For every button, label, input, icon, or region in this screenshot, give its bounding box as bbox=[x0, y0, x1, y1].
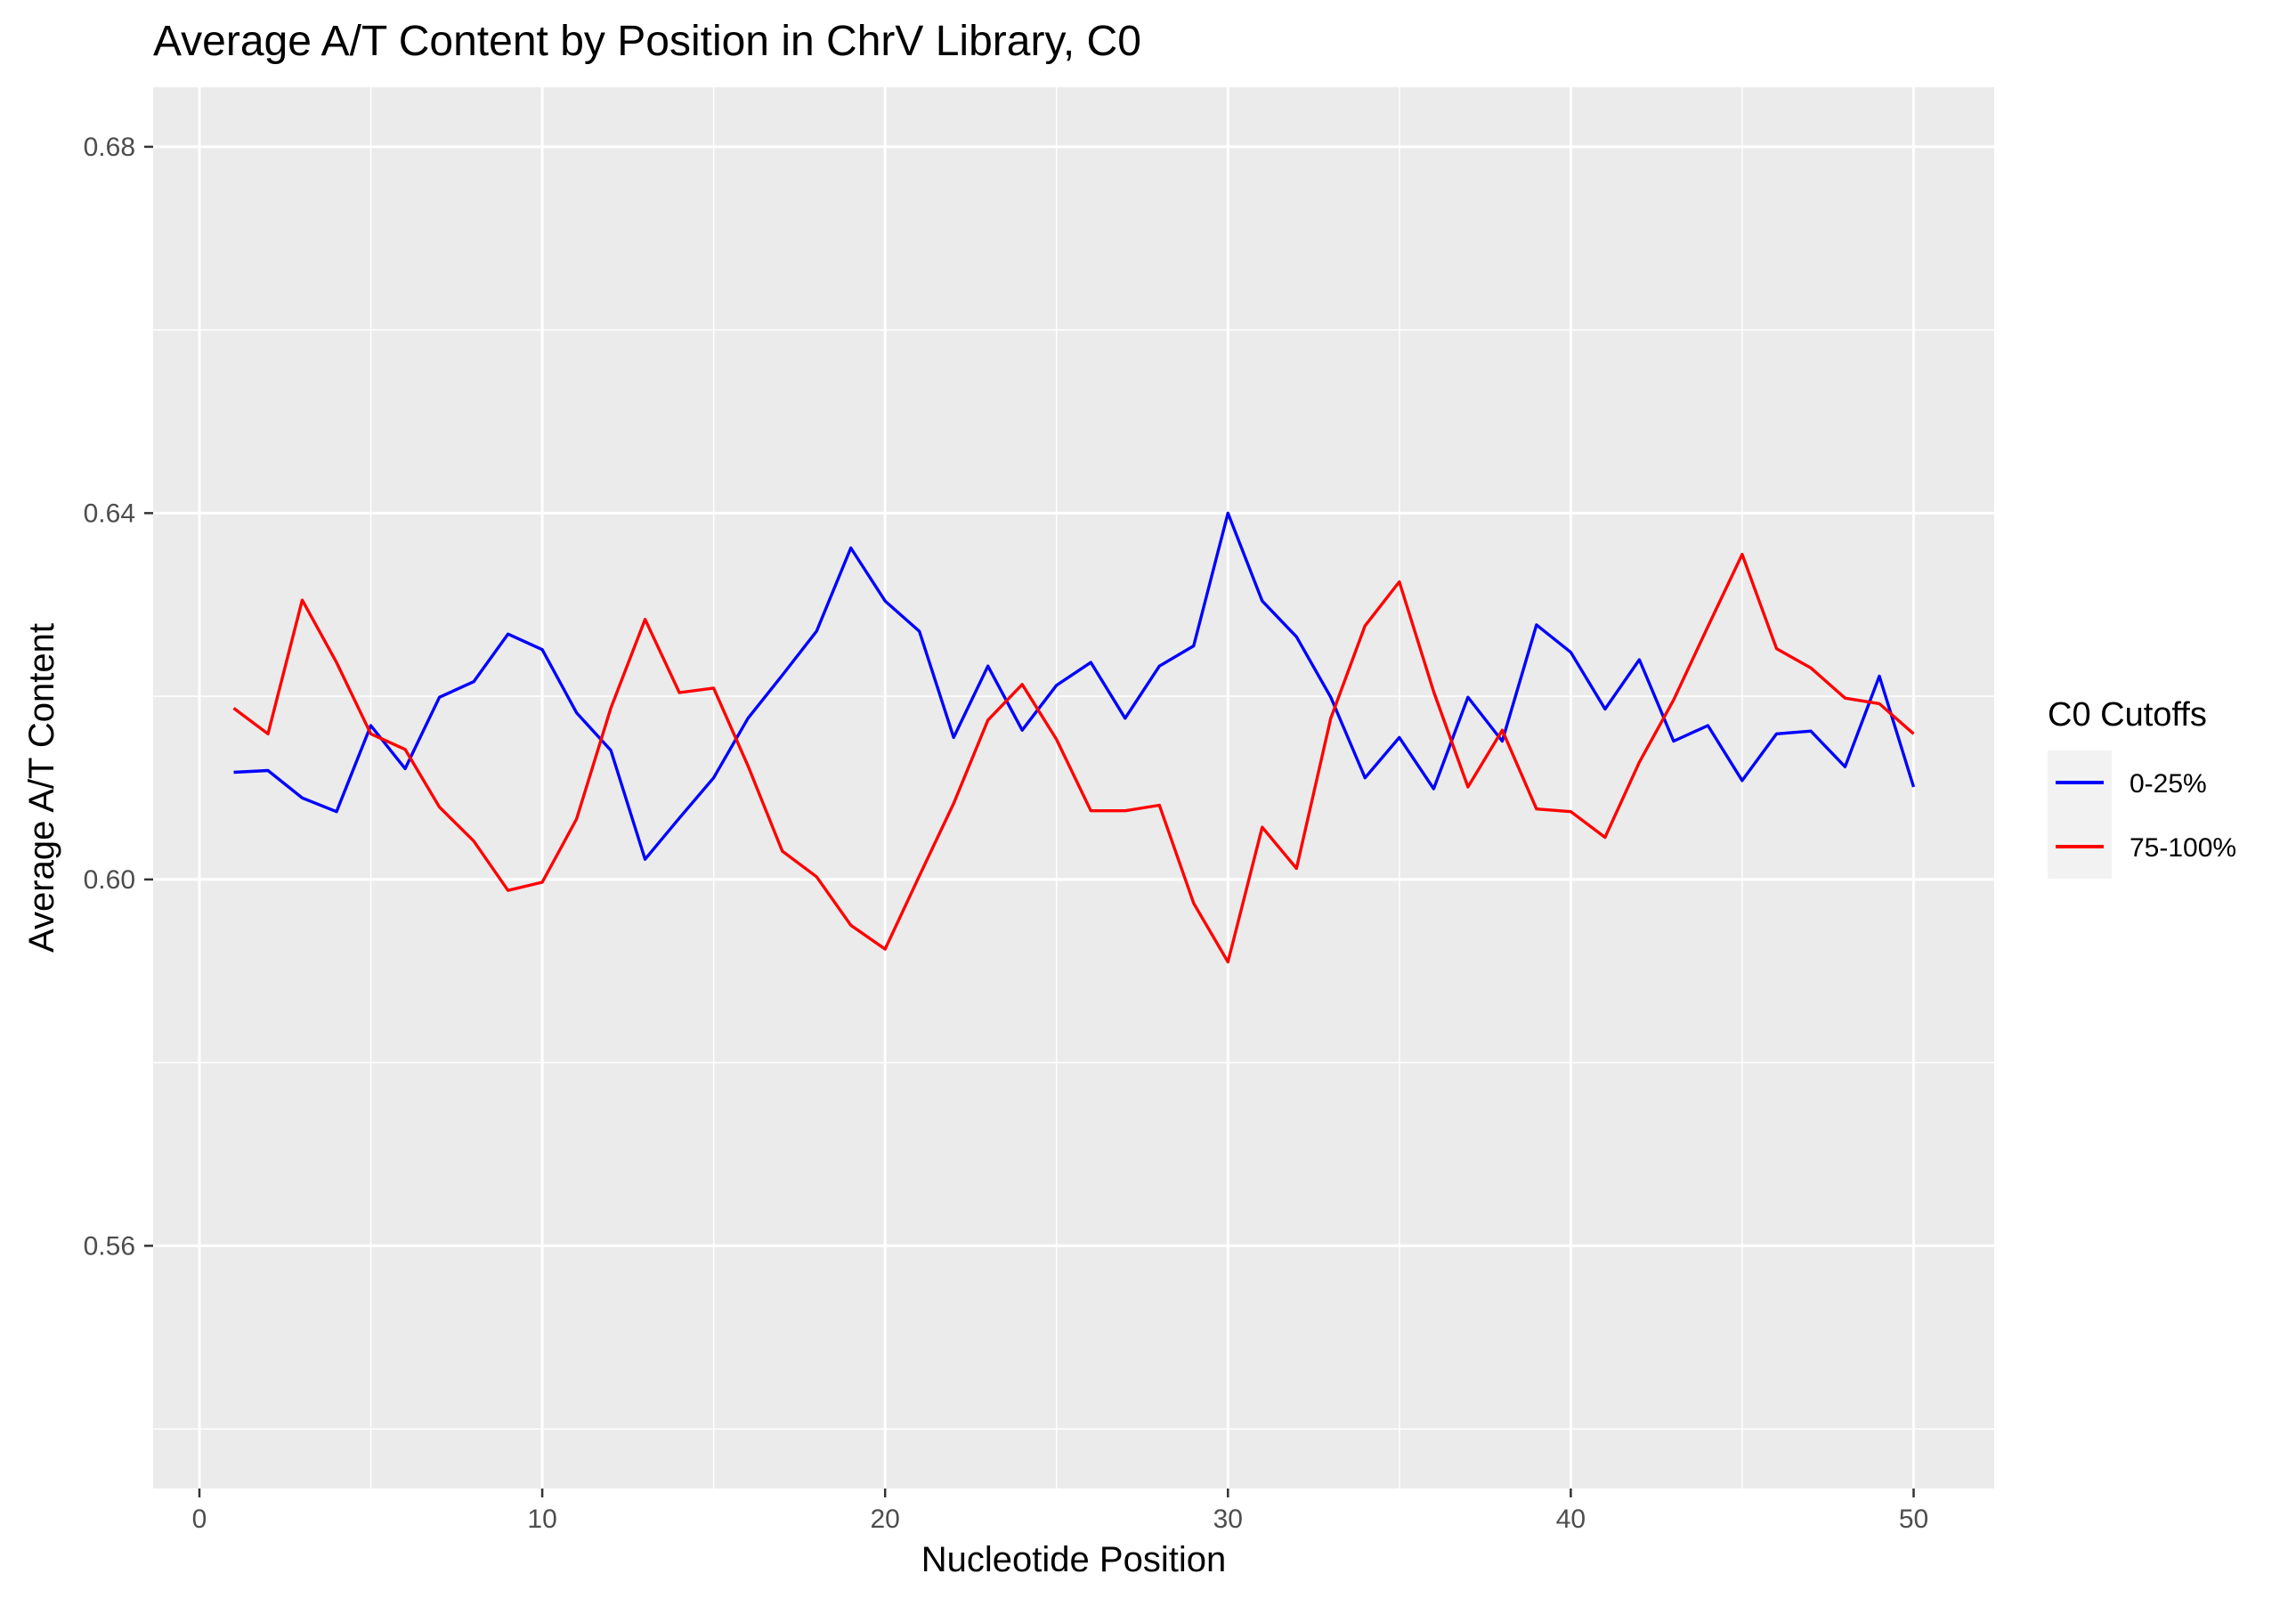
x-axis-tick-labels: 0 10 20 30 40 50 bbox=[192, 1505, 1929, 1534]
series-line-0-25% bbox=[233, 511, 1916, 861]
x-tick-label: 0 bbox=[192, 1505, 207, 1534]
major-gridlines bbox=[153, 87, 1994, 1488]
x-tick-label: 50 bbox=[1899, 1505, 1928, 1534]
legend-label-75-100: 75-100% bbox=[2130, 833, 2236, 863]
y-tick-label: 0.68 bbox=[84, 133, 135, 162]
legend: C0 Cutoffs 0-25% 75-100% bbox=[2048, 696, 2236, 879]
y-tick-label: 0.64 bbox=[84, 499, 135, 528]
x-tick-label: 20 bbox=[871, 1505, 900, 1534]
y-axis-tick-labels: 0.56 0.60 0.64 0.68 bbox=[84, 133, 135, 1261]
x-tick-label: 40 bbox=[1556, 1505, 1586, 1534]
y-tick-label: 0.56 bbox=[84, 1231, 135, 1261]
x-tick-label: 10 bbox=[527, 1505, 556, 1534]
legend-key-background bbox=[2048, 750, 2112, 879]
y-axis-title: Average A/T Content bbox=[22, 623, 61, 953]
y-tick-label: 0.60 bbox=[84, 865, 135, 895]
axis-ticks bbox=[144, 145, 1915, 1497]
series-line-75-100% bbox=[232, 553, 1915, 964]
x-tick-label: 30 bbox=[1213, 1505, 1243, 1534]
legend-label-0-25: 0-25% bbox=[2130, 769, 2207, 799]
legend-title: C0 Cutoffs bbox=[2048, 696, 2207, 734]
plot-panel bbox=[153, 87, 1994, 1488]
x-axis-title: Nucleotide Position bbox=[921, 1540, 1226, 1579]
series-lines bbox=[232, 511, 1916, 964]
minor-gridlines bbox=[153, 87, 1994, 1488]
chart-title: Average A/T Content by Position in ChrV … bbox=[153, 18, 1141, 65]
